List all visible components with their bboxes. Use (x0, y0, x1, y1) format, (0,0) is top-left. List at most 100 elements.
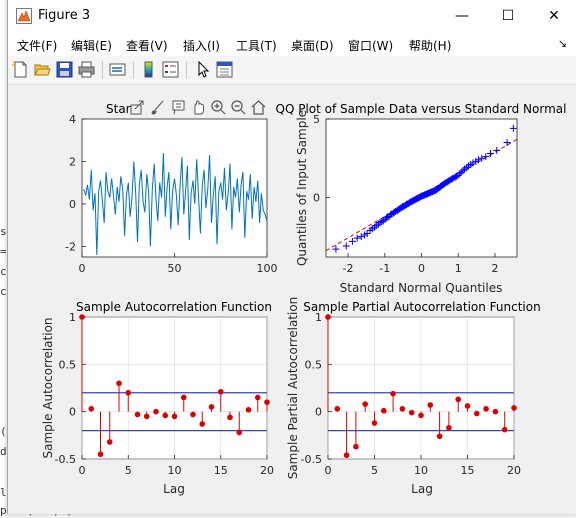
stem-marker (381, 407, 387, 414)
chart-title: Sample Autocorrelation Function (76, 300, 272, 314)
menu-desktop[interactable]: 桌面(D) (291, 39, 334, 53)
stem-marker (353, 443, 359, 450)
stem-marker (134, 411, 141, 418)
qq-point (448, 175, 456, 183)
menu-view[interactable]: 查看(V) (126, 39, 168, 53)
pan-icon[interactable] (194, 100, 204, 115)
y-tick-label: 0.5 (305, 358, 323, 371)
stem-marker (162, 412, 169, 419)
menu-edit[interactable]: 编辑(E) (71, 39, 112, 53)
stem-marker (436, 433, 443, 440)
x-tick-label: 50 (168, 262, 182, 275)
export-icon[interactable] (130, 100, 144, 115)
x-tick-label: 20 (507, 464, 521, 477)
stem-marker (254, 394, 261, 401)
y-tick-label: 0 (69, 198, 76, 211)
home-icon[interactable] (251, 100, 266, 115)
chart-title: Star (106, 102, 131, 116)
stem-marker (511, 405, 517, 411)
x-tick-label: 0 (79, 464, 86, 477)
toolbar-separator (102, 61, 103, 79)
qq-point (478, 154, 486, 162)
title-bar[interactable]: Figure 3 — ☐ ✕ (8, 0, 576, 32)
stem-marker (125, 389, 132, 396)
qq-point (332, 245, 340, 253)
x-tick-label: 1 (455, 262, 462, 275)
x-tick-label: 0 (79, 262, 86, 275)
y-tick-label: 0 (69, 406, 76, 419)
stem-marker (245, 406, 252, 413)
y-tick-label: -2 (65, 240, 76, 253)
stem-marker (217, 388, 224, 395)
stem-marker (208, 404, 215, 410)
axes-acf[interactable]: -0.500.51 0 5 10 15 20 Sample Autocorrelatio… (41, 300, 274, 496)
stem-marker (97, 451, 104, 458)
stem-marker (418, 412, 424, 419)
x-axis-label: Standard Normal Quantiles (340, 281, 503, 295)
zoom-in-icon[interactable] (211, 100, 226, 115)
zoom-out-icon[interactable] (231, 100, 246, 115)
stem-marker (446, 424, 452, 431)
menu-window[interactable]: 窗口(W) (348, 39, 394, 53)
stem-marker (371, 420, 378, 426)
x-tick-label: 5 (125, 464, 132, 477)
window-title: Figure 3 (38, 8, 91, 23)
x-tick-label: -2 (343, 262, 354, 275)
minimize-button[interactable]: — (455, 8, 469, 24)
x-tick-label: -1 (379, 262, 390, 275)
chart-title: QQ Plot of Sample Data versus Standard N… (276, 102, 567, 116)
stem-marker (180, 394, 187, 401)
qq-point (503, 139, 511, 147)
print-icon[interactable] (78, 61, 95, 78)
link-icon[interactable] (109, 61, 126, 78)
qq-point (459, 167, 467, 175)
x-tick-label: 0 (325, 464, 332, 477)
y-axis-label: Sample Partial Autocorrelation (286, 297, 300, 480)
save-icon[interactable] (56, 61, 73, 78)
menu-overflow-icon[interactable]: ↘ (557, 37, 567, 50)
menu-help[interactable]: 帮助(H) (409, 39, 452, 53)
stem-marker (427, 402, 434, 408)
legend-icon[interactable] (162, 61, 179, 78)
axes-qq-plot[interactable]: 0 5 -2 -1 0 1 2 QQ Plot of Sample Data versus… (276, 102, 567, 295)
menu-tools[interactable]: 工具(T) (236, 39, 277, 53)
stem-marker (492, 408, 499, 415)
menu-insert[interactable]: 插入(I) (183, 39, 220, 53)
y-tick-label: -0.5 (55, 453, 76, 466)
stem-marker (408, 409, 415, 416)
qq-point (482, 153, 490, 161)
qq-point (487, 150, 495, 157)
y-tick-label: -0.5 (301, 453, 322, 466)
pointer-icon[interactable] (194, 61, 211, 78)
qq-point (456, 170, 464, 178)
stem-marker (399, 406, 406, 412)
stem-marker (474, 410, 480, 417)
menu-file[interactable]: 文件(F) (17, 39, 58, 53)
axes-pacf[interactable]: -0.500.51 0 5 10 15 20 Sample Partial Autoco… (286, 297, 541, 496)
stem-marker (264, 399, 270, 406)
open-icon[interactable] (34, 61, 51, 78)
qq-point (353, 234, 361, 242)
qq-point (469, 159, 477, 167)
qq-point (474, 156, 482, 164)
datatip-icon[interactable] (172, 100, 185, 115)
colorbar-icon[interactable] (140, 61, 157, 78)
qq-point (357, 233, 365, 241)
maximize-button[interactable]: ☐ (501, 8, 515, 24)
new-figure-icon[interactable] (12, 61, 29, 78)
axes-toolbar (130, 100, 266, 115)
menu-bar: 文件(F) 编辑(E) 查看(V) 插入(I) 工具(T) 桌面(D) 窗口(W… (8, 32, 576, 56)
x-axis-label: Lag (163, 482, 185, 496)
x-tick-label: 5 (371, 464, 378, 477)
stem-marker (79, 314, 85, 320)
stem-marker (325, 314, 331, 320)
close-button[interactable]: ✕ (548, 8, 560, 24)
qq-point (342, 242, 350, 250)
property-editor-icon[interactable] (216, 61, 233, 78)
brush-icon[interactable] (151, 100, 164, 115)
stem-marker (190, 411, 196, 418)
stem-marker (88, 406, 95, 412)
y-axis-label: Sample Autocorrelation (41, 317, 55, 458)
